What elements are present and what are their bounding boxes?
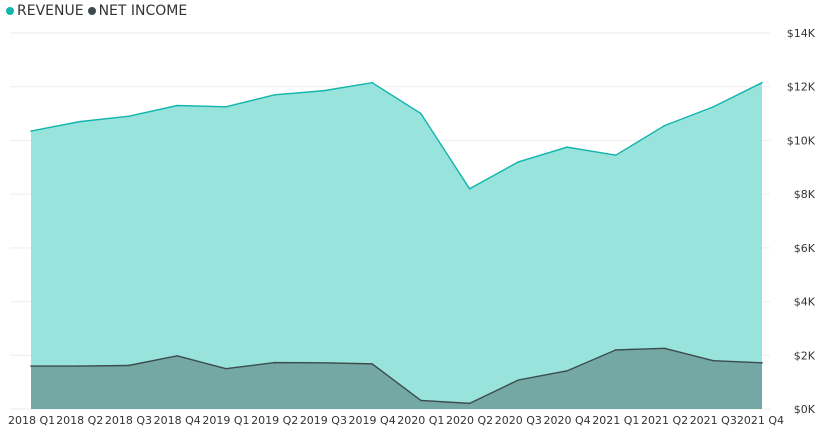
x-tick-label: 2021 Q4: [737, 414, 784, 427]
y-tick-label: $10K: [787, 134, 816, 147]
data-point-revenue: [712, 106, 715, 108]
data-point-net-income: [176, 355, 178, 357]
line-revenue: [30, 81, 763, 190]
chart-legend: REVENUE NET INCOME: [6, 3, 191, 19]
x-tick-label: 2020 Q2: [446, 414, 493, 427]
legend-label-net-income: NET INCOME: [98, 3, 188, 19]
line-net-income: [31, 347, 763, 405]
y-tick-label: $14K: [787, 27, 816, 40]
data-point-net-income: [517, 379, 520, 381]
data-point-net-income: [78, 365, 81, 367]
y-tick-label: $6K: [794, 242, 816, 255]
legend-item-net-income[interactable]: NET INCOME: [87, 3, 188, 19]
data-point-revenue: [78, 120, 81, 123]
x-tick-label: 2020 Q3: [495, 414, 542, 427]
data-point-net-income: [566, 370, 568, 372]
legend-dot-revenue: [6, 7, 14, 15]
data-point-revenue: [615, 154, 617, 156]
data-point-net-income: [371, 363, 373, 365]
y-tick-label: $4K: [794, 296, 816, 309]
data-point-revenue: [322, 89, 325, 92]
x-tick-label: 2018 Q3: [105, 414, 152, 427]
x-tick-label: 2020 Q4: [543, 414, 590, 427]
data-point-revenue: [517, 161, 520, 163]
data-point-net-income: [273, 361, 276, 364]
data-point-net-income: [322, 362, 325, 364]
x-tick-label: 2018 Q4: [154, 414, 201, 427]
data-point-revenue: [273, 93, 276, 96]
x-tick-label: 2021 Q3: [690, 414, 737, 427]
data-point-revenue: [566, 146, 568, 148]
data-point-net-income: [761, 362, 763, 364]
x-tick-label: 2021 Q1: [592, 414, 639, 427]
data-point-revenue: [420, 112, 422, 115]
x-tick-label: 2021 Q2: [641, 414, 688, 427]
y-tick-label: $8K: [794, 188, 816, 201]
data-point-revenue: [663, 124, 666, 127]
y-tick-label: $2K: [794, 349, 816, 362]
data-point-net-income: [663, 347, 666, 350]
data-point-net-income: [30, 365, 32, 367]
x-tick-label: 2019 Q4: [349, 414, 396, 427]
x-tick-label: 2020 Q1: [397, 414, 444, 427]
data-point-net-income: [127, 364, 130, 367]
data-point-revenue: [30, 130, 32, 132]
data-point-net-income: [712, 359, 715, 362]
data-point-revenue: [761, 81, 763, 84]
data-point-net-income: [468, 402, 471, 405]
data-point-net-income: [615, 349, 617, 351]
area-revenue: [31, 82, 762, 409]
y-tick-label: $12K: [787, 81, 816, 94]
x-tick-label: 2018 Q1: [8, 414, 55, 427]
data-point-net-income: [225, 367, 227, 370]
data-point-revenue: [127, 115, 130, 118]
y-tick-label: $0K: [794, 403, 816, 416]
area-net-income: [31, 348, 762, 409]
legend-label-revenue: REVENUE: [17, 3, 84, 19]
x-tick-label: 2019 Q3: [300, 414, 347, 427]
x-tick-label: 2018 Q2: [56, 414, 103, 427]
data-point-revenue: [176, 104, 178, 107]
data-point-revenue: [468, 187, 471, 190]
x-tick-label: 2019 Q2: [251, 414, 298, 427]
x-tick-label: 2019 Q1: [202, 414, 249, 427]
data-point-revenue: [371, 81, 373, 84]
legend-item-revenue[interactable]: REVENUE: [6, 3, 84, 19]
data-point-revenue: [225, 106, 227, 108]
data-point-net-income: [420, 399, 422, 402]
legend-dot-net-income: [87, 7, 96, 15]
